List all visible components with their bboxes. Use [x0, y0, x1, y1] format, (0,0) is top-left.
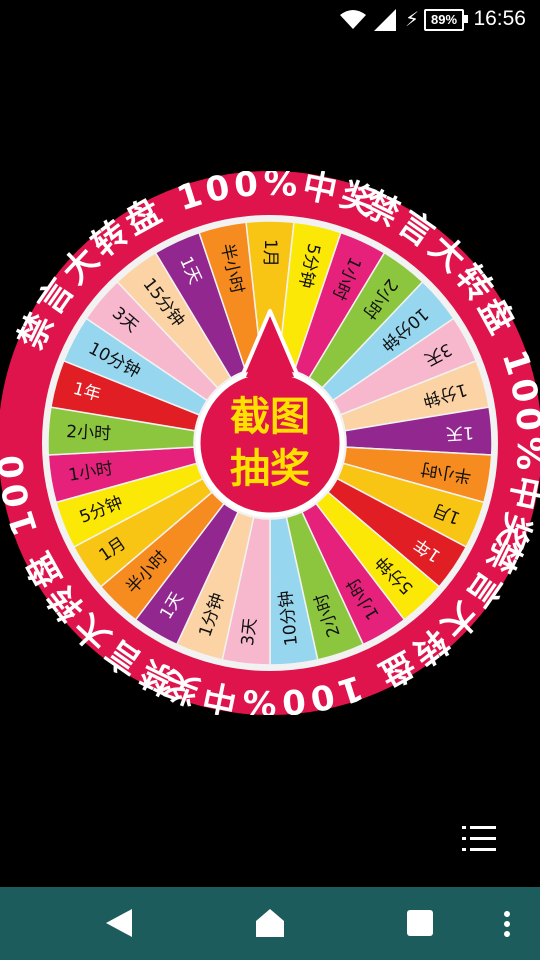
- clock: 16:56: [473, 7, 526, 30]
- wheel-segment-label: 2小时: [66, 422, 112, 444]
- hub: [195, 368, 345, 518]
- wheel-segment-label: 3天: [238, 617, 261, 647]
- battery-icon: 89%: [424, 9, 464, 31]
- list-menu-icon: [462, 826, 496, 851]
- recents-button[interactable]: [406, 909, 434, 941]
- wheel-segment-label: 1天: [445, 422, 474, 443]
- hub-text-line2: 抽奖: [230, 446, 310, 492]
- signal-icon: [374, 9, 396, 31]
- battery-percent: 89%: [430, 12, 458, 27]
- hub-text-line1: 截图: [230, 394, 310, 440]
- recents-icon: [407, 910, 433, 936]
- wheel-segments: [47, 220, 493, 666]
- wifi-icon: [340, 10, 366, 29]
- back-icon: [106, 909, 132, 937]
- back-button[interactable]: [104, 907, 134, 943]
- overflow-button[interactable]: [503, 911, 511, 941]
- wheel-graphic: 1月 5分钟 1小时2小时10分钟3天1分钟1天半小时1月1年5分钟1小时2小时10…: [0, 140, 540, 723]
- home-icon: [256, 909, 284, 937]
- home-button[interactable]: [254, 907, 286, 943]
- list-menu-button[interactable]: [462, 825, 496, 853]
- wheel-segment-label: 1月: [260, 239, 280, 267]
- lottery-wheel-image: 1月 5分钟 1小时 2小时 10分钟 3天 1分钟 1天 半小时 1月 1年 5分钟 1小时 2小时 10…: [0, 140, 540, 723]
- status-bar: ⚡ 89% 16:56: [0, 0, 540, 38]
- overflow-icon: [504, 911, 510, 937]
- navigation-bar: [0, 887, 540, 960]
- battery-tip: [464, 15, 468, 23]
- charging-icon: ⚡: [404, 7, 419, 31]
